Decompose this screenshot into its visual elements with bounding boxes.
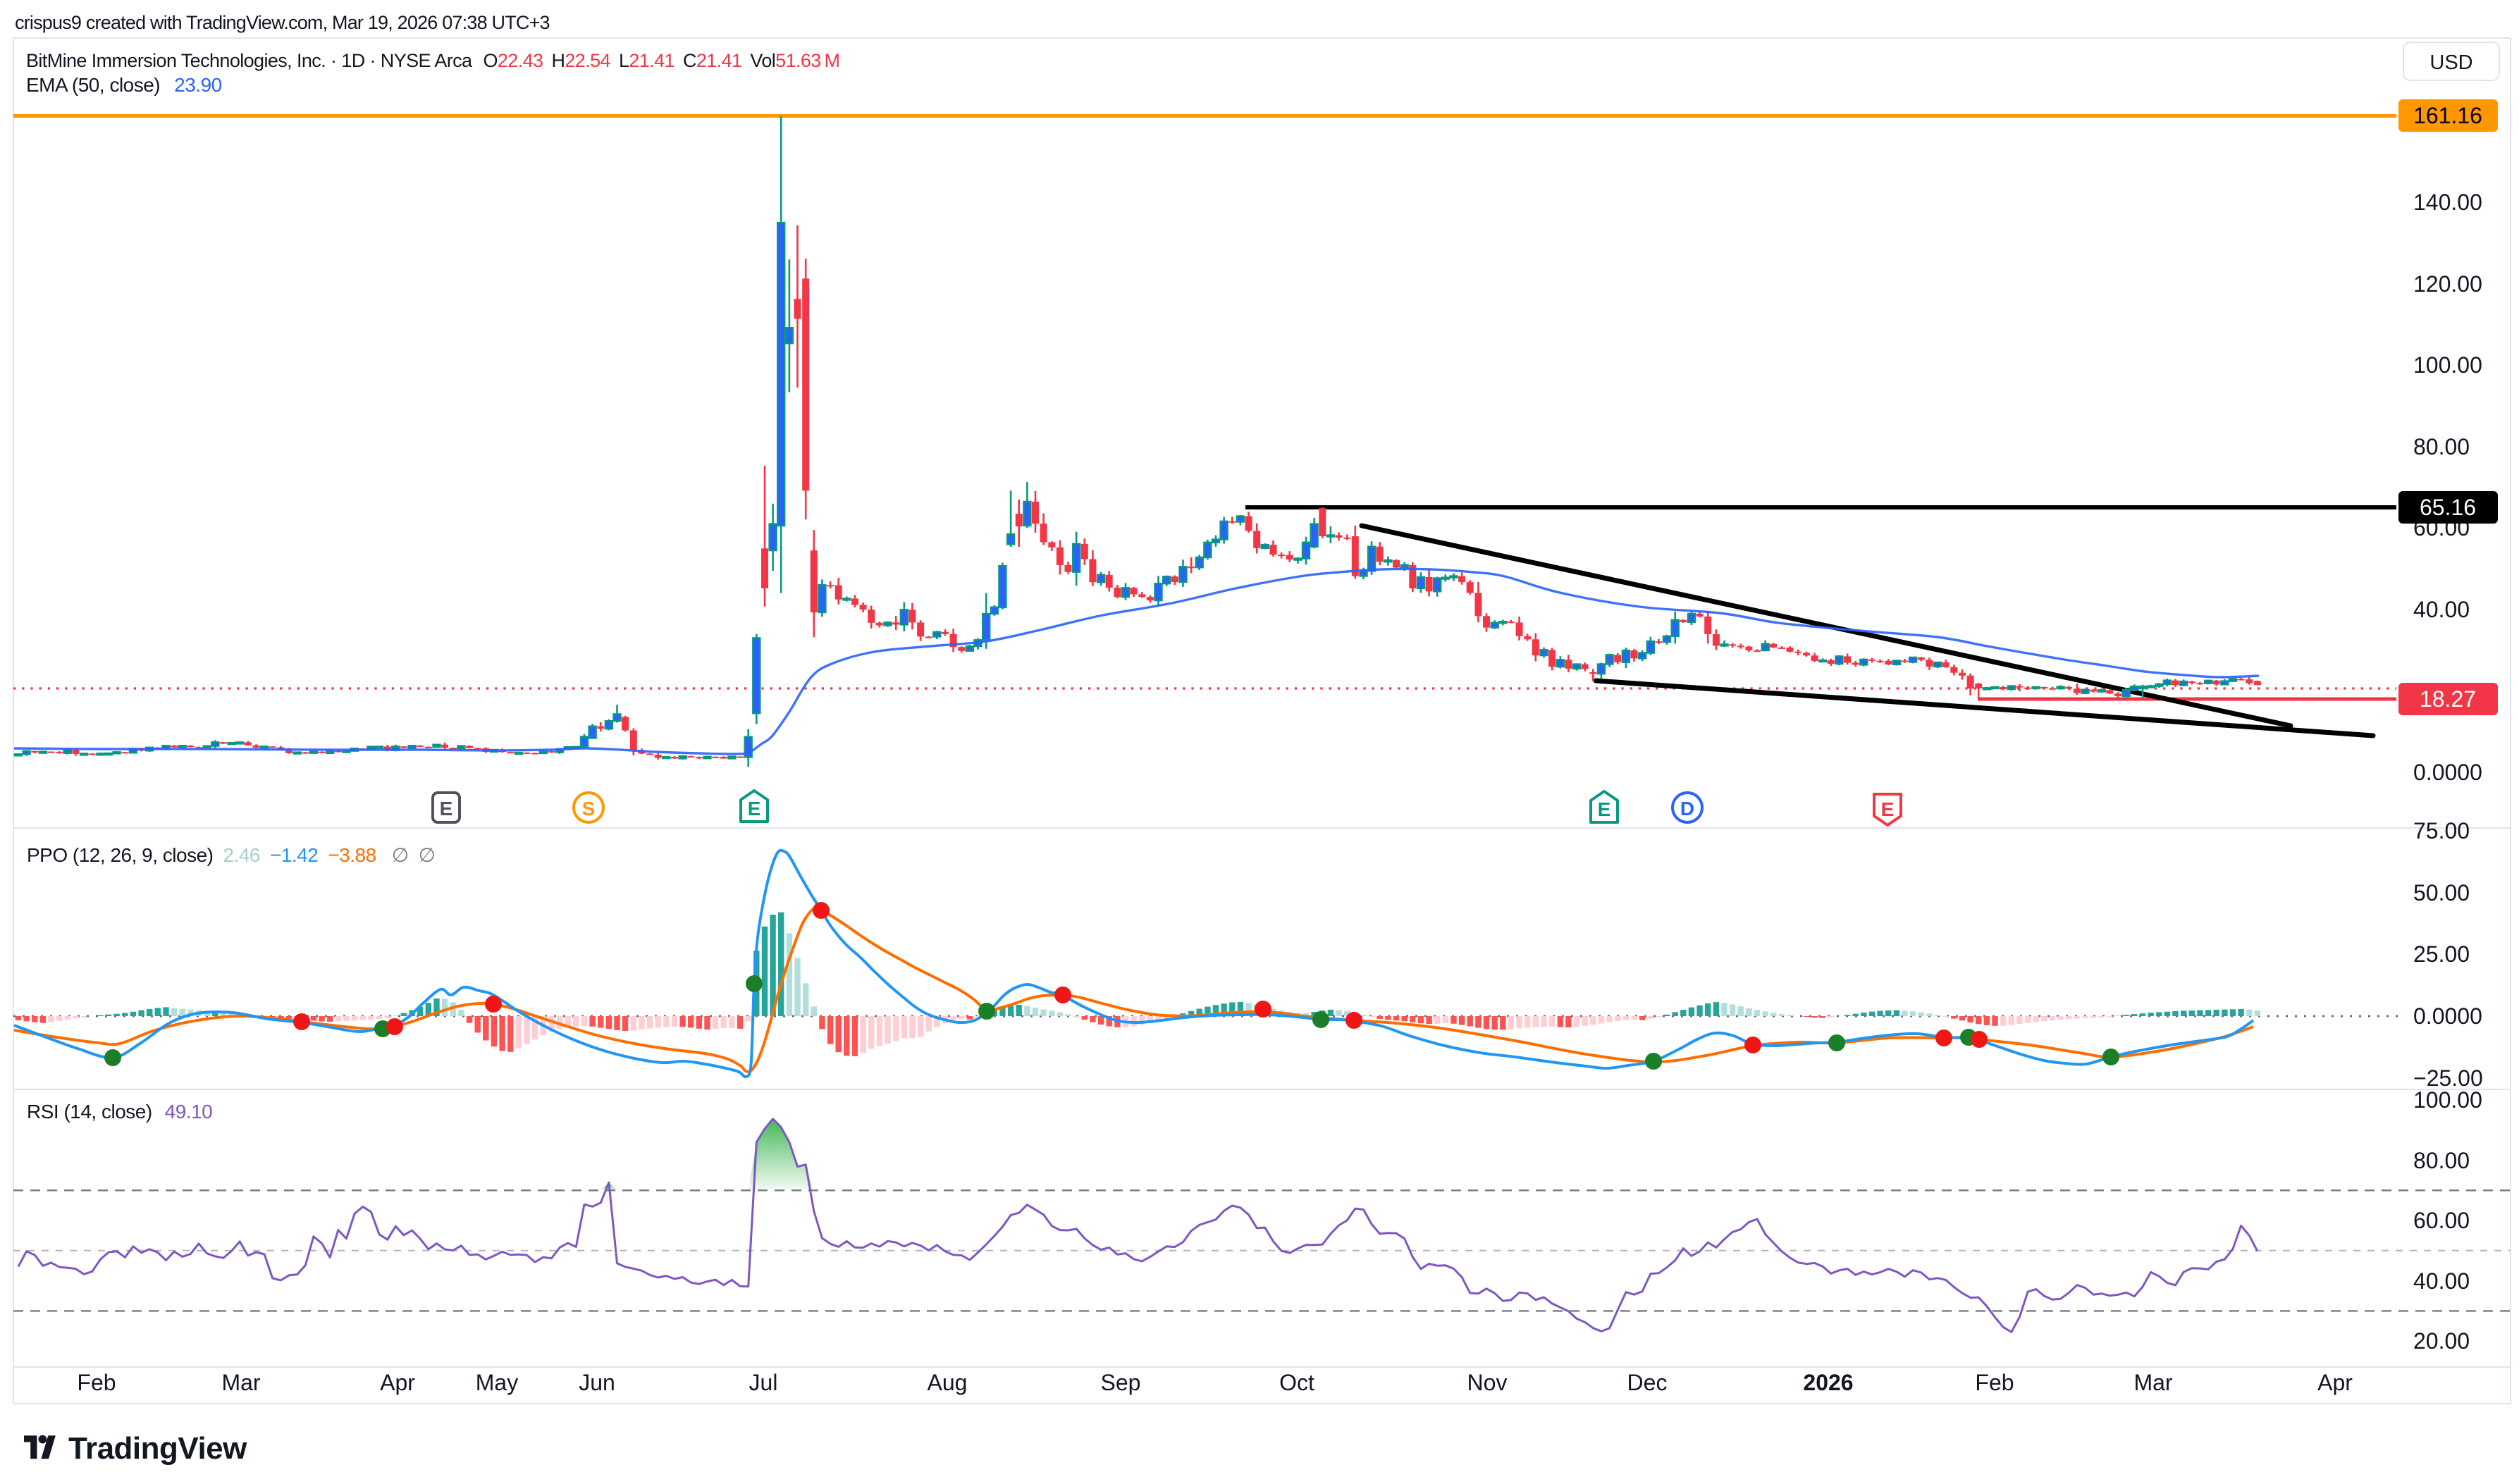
svg-text:100.00: 100.00 [2413,1087,2482,1113]
svg-text:E: E [1881,798,1895,820]
svg-text:E: E [440,798,453,820]
svg-text:20.00: 20.00 [2413,1328,2470,1354]
svg-text:50.00: 50.00 [2413,880,2470,905]
svg-text:BitMine Immersion Technologies: BitMine Immersion Technologies, Inc. · 1… [26,50,839,71]
svg-text:100.00: 100.00 [2413,352,2482,378]
svg-text:0.0000: 0.0000 [2413,1003,2482,1029]
svg-text:Oct: Oct [1279,1370,1314,1395]
svg-text:crispus9 created with TradingV: crispus9 created with TradingView.com, M… [15,12,550,33]
svg-text:PPO (12, 26, 9, close)2.46−1.4: PPO (12, 26, 9, close) 2.46 −1.42 −3.88 ∅ ∅ [27,844,435,866]
svg-text:Apr: Apr [2317,1370,2353,1395]
svg-text:RSI (14, close)49.10: RSI (14, close) 49.10 [27,1101,212,1123]
svg-text:May: May [476,1370,518,1395]
svg-text:75.00: 75.00 [2413,818,2470,843]
svg-text:80.00: 80.00 [2413,1148,2470,1173]
svg-text:−25.00: −25.00 [2413,1065,2483,1091]
svg-text:Feb: Feb [1975,1370,2014,1395]
svg-text:E: E [1598,798,1611,820]
svg-text:Sep: Sep [1101,1370,1141,1395]
svg-text:Mar: Mar [2133,1370,2172,1395]
svg-text:TradingView: TradingView [68,1431,247,1466]
svg-text:161.16: 161.16 [2413,103,2482,128]
svg-text:120.00: 120.00 [2413,271,2482,297]
svg-text:USD: USD [2429,51,2472,74]
svg-text:40.00: 40.00 [2413,1268,2470,1294]
svg-text:Jul: Jul [749,1370,778,1395]
svg-text:Aug: Aug [928,1370,968,1395]
svg-text:18.27: 18.27 [2420,686,2476,712]
svg-text:80.00: 80.00 [2413,434,2470,459]
svg-text:E: E [748,798,761,820]
svg-text:140.00: 140.00 [2413,190,2482,215]
svg-text:Mar: Mar [221,1370,260,1395]
svg-text:D: D [1680,798,1694,820]
svg-text:Nov: Nov [1467,1370,1508,1395]
svg-text:60.00: 60.00 [2413,1208,2470,1233]
svg-text:Feb: Feb [77,1370,116,1395]
svg-text:Jun: Jun [579,1370,615,1395]
svg-text:EMA (50, close)23.90: EMA (50, close) 23.90 [26,74,222,96]
svg-text:Apr: Apr [380,1370,415,1395]
svg-text:2026: 2026 [1803,1370,1853,1395]
svg-text:0.0000: 0.0000 [2413,760,2482,785]
svg-text:S: S [582,798,596,820]
svg-text:40.00: 40.00 [2413,597,2470,622]
svg-text:25.00: 25.00 [2413,941,2470,967]
svg-text:Dec: Dec [1627,1370,1668,1395]
svg-text:65.16: 65.16 [2420,495,2476,520]
